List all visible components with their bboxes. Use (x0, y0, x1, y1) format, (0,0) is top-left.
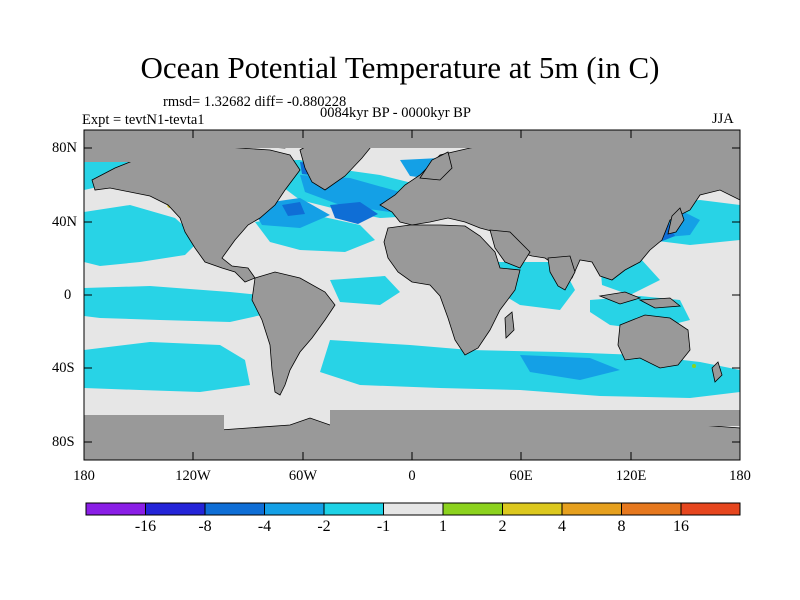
experiment-label: Expt = tevtN1-tevta1 (82, 112, 205, 128)
lat-label-80s: 80S (52, 434, 75, 450)
colorbar-label: 8 (617, 518, 626, 535)
lon-label-0: 0 (408, 468, 416, 484)
north-america (91, 144, 301, 283)
colorbar-swatch (383, 502, 444, 516)
time-period: 0084kyr BP - 0000kyr BP (320, 105, 471, 121)
colorbar-swatch (145, 502, 206, 516)
colorbar-swatch (85, 502, 146, 516)
lon-label-180w: 180 (73, 468, 95, 484)
colorbar-label: -8 (198, 518, 212, 535)
lat-label-40n: 40N (52, 214, 77, 230)
colorbar-swatch (680, 502, 741, 516)
colorbar-label: 1 (439, 518, 447, 535)
missing-data (84, 130, 740, 439)
lon-label-120e: 120E (615, 468, 647, 484)
rmsd-stats: rmsd= 1.32682 diff= -0.880228 (163, 94, 347, 110)
colorbar-swatch (323, 502, 384, 516)
lat-label-40s: 40S (52, 360, 75, 376)
colorbar-swatch (502, 502, 563, 516)
map-title: Ocean Potential Temperature at 5m (in C) (140, 50, 660, 85)
plot-frame (83, 129, 741, 461)
lat-label-0: 0 (64, 287, 72, 303)
colorbar-swatch (442, 502, 503, 516)
colorbar-swatch (204, 502, 265, 516)
colorbar-label: -2 (317, 518, 331, 535)
colorbar-label: -16 (134, 518, 157, 535)
lon-label-60e: 60E (509, 468, 533, 484)
colorbar-swatch (264, 502, 325, 516)
lat-label-80n: 80N (52, 140, 77, 156)
lon-label-60w: 60W (288, 468, 318, 484)
lon-label-120w: 120W (175, 468, 211, 484)
colorbar-label: -1 (376, 518, 391, 535)
colorbar-label: 2 (498, 518, 507, 535)
colorbar-swatch (561, 502, 622, 516)
colorbar-swatch (621, 502, 682, 516)
lon-label-180e: 180 (729, 468, 751, 484)
south-america (251, 271, 336, 396)
season-label: JJA (712, 111, 734, 127)
australia (617, 314, 691, 369)
land-masses (83, 131, 741, 461)
africa (383, 224, 521, 356)
colorbar-label: -4 (257, 518, 272, 535)
colorbar-label: 4 (558, 518, 566, 535)
colorbar (85, 502, 741, 516)
colorbar-label: 16 (673, 518, 689, 535)
